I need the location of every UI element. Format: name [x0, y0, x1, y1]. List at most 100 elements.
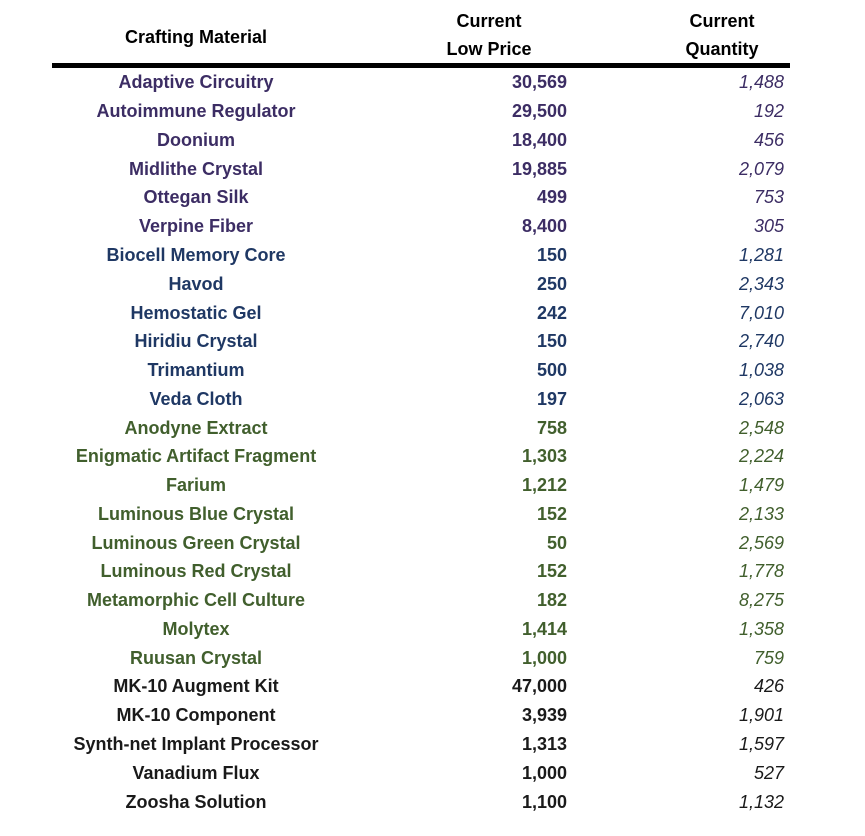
low-price-value: 1,313	[521, 733, 567, 754]
quantity-value: 1,038	[738, 360, 784, 381]
quantity-value: 7,010	[738, 302, 784, 323]
material-name: Hemostatic Gel	[130, 302, 262, 323]
quantity-value: 1,597	[738, 733, 784, 754]
table-row: Verpine Fiber 8,400 305	[52, 212, 790, 241]
low-price-value: 758	[536, 417, 567, 438]
quantity-value: 2,343	[738, 273, 784, 294]
quantity-value: 1,281	[738, 244, 784, 265]
material-name: Doonium	[157, 129, 235, 150]
quantity-value: 456	[753, 129, 784, 150]
material-name: Zoosha Solution	[125, 791, 267, 812]
low-price-value: 3,939	[521, 705, 567, 726]
low-price-value: 242	[536, 302, 567, 323]
column-header-current-low-price: Current Low Price	[389, 7, 589, 63]
material-name: Autoimmune Regulator	[96, 101, 296, 122]
crafting-materials-table: Crafting Material Current Low Price Curr…	[52, 0, 790, 816]
low-price-value: 197	[536, 388, 567, 409]
column-header-crafting-material: Crafting Material	[124, 27, 268, 47]
table-row: Doonium 18,400 456	[52, 126, 790, 155]
table-row: Zoosha Solution 1,100 1,132	[52, 787, 790, 816]
material-name: Ruusan Crystal	[129, 647, 263, 668]
table-row: Havod 250 2,343	[52, 269, 790, 298]
table-row: MK-10 Augment Kit 47,000 426	[52, 672, 790, 701]
table-row: Adaptive Circuitry 30,569 1,488	[52, 68, 790, 97]
quantity-value: 753	[753, 187, 784, 208]
column-header-current-low-price-line1: Current	[456, 11, 522, 31]
material-name: Luminous Blue Crystal	[97, 503, 295, 524]
material-name: Hiridiu Crystal	[134, 331, 258, 352]
material-name: Anodyne Extract	[124, 417, 268, 438]
low-price-value: 1,000	[521, 647, 567, 668]
material-name: Ottegan Silk	[143, 187, 249, 208]
quantity-value: 2,063	[738, 388, 784, 409]
table-row: Trimantium 500 1,038	[52, 356, 790, 385]
column-header-current-low-price-line2: Low Price	[446, 39, 532, 59]
quantity-value: 527	[753, 762, 784, 783]
low-price-value: 150	[536, 244, 567, 265]
low-price-value: 250	[536, 273, 567, 294]
table-row: Autoimmune Regulator 29,500 192	[52, 97, 790, 126]
low-price-value: 499	[536, 187, 567, 208]
table-row: Ottegan Silk 499 753	[52, 183, 790, 212]
quantity-value: 1,488	[738, 72, 784, 93]
low-price-value: 50	[546, 532, 567, 553]
low-price-value: 500	[536, 360, 567, 381]
low-price-value: 1,414	[521, 618, 567, 639]
low-price-value: 29,500	[511, 101, 567, 122]
table-row: Metamorphic Cell Culture 182 8,275	[52, 586, 790, 615]
table-row: Luminous Blue Crystal 152 2,133	[52, 499, 790, 528]
material-name: MK-10 Component	[116, 705, 276, 726]
quantity-value: 305	[753, 216, 784, 237]
table-body: Adaptive Circuitry 30,569 1,488 Autoimmu…	[52, 68, 790, 816]
low-price-value: 1,212	[521, 475, 567, 496]
material-name: Veda Cloth	[149, 388, 243, 409]
material-name: Biocell Memory Core	[106, 244, 286, 265]
low-price-value: 1,100	[521, 791, 567, 812]
table-row: Biocell Memory Core 150 1,281	[52, 241, 790, 270]
quantity-value: 192	[753, 101, 784, 122]
column-header-current-quantity-line1: Current	[689, 11, 755, 31]
low-price-value: 8,400	[521, 216, 567, 237]
column-header-current-quantity: Current Quantity	[622, 7, 822, 63]
low-price-value: 152	[536, 503, 567, 524]
quantity-value: 2,740	[738, 331, 784, 352]
material-name: Molytex	[162, 618, 230, 639]
quantity-value: 426	[753, 676, 784, 697]
column-header-current-quantity-line2: Quantity	[685, 39, 759, 59]
low-price-value: 1,000	[521, 762, 567, 783]
material-name: Vanadium Flux	[132, 762, 260, 783]
quantity-value: 2,079	[738, 158, 784, 179]
material-name: Havod	[168, 273, 224, 294]
table-row: Farium 1,212 1,479	[52, 471, 790, 500]
material-name: MK-10 Augment Kit	[113, 676, 279, 697]
material-name: Adaptive Circuitry	[118, 72, 274, 93]
table-row: Veda Cloth 197 2,063	[52, 384, 790, 413]
table-row: MK-10 Component 3,939 1,901	[52, 701, 790, 730]
table-row: Enigmatic Artifact Fragment 1,303 2,224	[52, 442, 790, 471]
material-name: Enigmatic Artifact Fragment	[75, 446, 317, 467]
low-price-value: 152	[536, 561, 567, 582]
quantity-value: 1,358	[738, 618, 784, 639]
low-price-value: 30,569	[511, 72, 567, 93]
material-name: Midlithe Crystal	[128, 158, 264, 179]
low-price-value: 1,303	[521, 446, 567, 467]
material-name: Metamorphic Cell Culture	[86, 590, 306, 611]
material-name: Verpine Fiber	[138, 216, 254, 237]
material-name: Trimantium	[147, 360, 245, 381]
table-row: Synth-net Implant Processor 1,313 1,597	[52, 730, 790, 759]
table-row: Luminous Green Crystal 50 2,569	[52, 528, 790, 557]
low-price-value: 19,885	[511, 158, 567, 179]
quantity-value: 759	[753, 647, 784, 668]
table-row: Vanadium Flux 1,000 527	[52, 758, 790, 787]
table-row: Luminous Red Crystal 152 1,778	[52, 557, 790, 586]
table-row: Midlithe Crystal 19,885 2,079	[52, 154, 790, 183]
table-row: Molytex 1,414 1,358	[52, 615, 790, 644]
quantity-value: 2,548	[738, 417, 784, 438]
quantity-value: 2,569	[738, 532, 784, 553]
low-price-value: 18,400	[511, 129, 567, 150]
material-name: Luminous Green Crystal	[91, 532, 301, 553]
table-row: Anodyne Extract 758 2,548	[52, 413, 790, 442]
quantity-value: 2,133	[738, 503, 784, 524]
quantity-value: 1,132	[738, 791, 784, 812]
table-row: Ruusan Crystal 1,000 759	[52, 643, 790, 672]
